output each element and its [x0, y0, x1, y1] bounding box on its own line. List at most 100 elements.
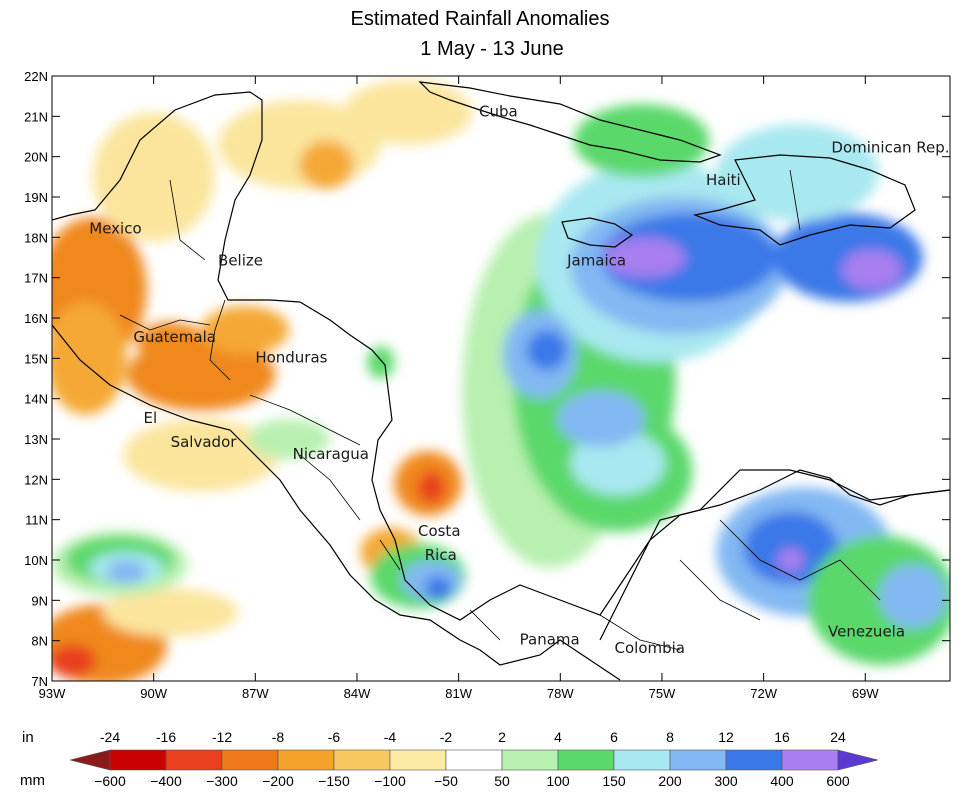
lat-tick-label-5: 17N	[24, 271, 48, 286]
legend-in-label-1: -16	[156, 729, 176, 745]
lat-tick-label-6: 16N	[24, 311, 48, 326]
legend-mm-label-3: −200	[262, 773, 294, 789]
place-label-14: Colombia	[615, 639, 686, 657]
legend-mm-label-7: 50	[494, 773, 510, 789]
anomaly-field-25	[526, 330, 568, 371]
legend-swatch-1	[109, 749, 167, 771]
anomaly-field-4	[201, 305, 290, 355]
country-borders	[119, 169, 881, 651]
lon-tick-label-1: 90W	[140, 686, 167, 701]
legend-swatch-12	[725, 749, 783, 771]
lat-tick-label-12: 10N	[24, 553, 48, 568]
color-legend: -24−600-16−400-12−300-8−200-6−150-4−100-…	[20, 729, 879, 789]
place-label-12: Rica	[425, 546, 457, 564]
place-label-10: Nicaragua	[293, 445, 369, 463]
lat-tick-label-13: 9N	[31, 593, 48, 608]
legend-mm-label-4: −150	[318, 773, 350, 789]
south-america-coastline	[599, 469, 950, 641]
legend-swatch-0	[69, 749, 111, 771]
place-label-2: Haiti	[706, 171, 741, 189]
lat-tick-label-1: 21N	[24, 109, 48, 124]
anomaly-field-43	[248, 418, 330, 460]
place-label-6: Guatemala	[133, 328, 216, 346]
legend-swatch-4	[277, 749, 335, 771]
legend-swatch-5	[333, 749, 391, 771]
map-frame	[51, 75, 951, 682]
legend-in-label-3: -8	[272, 729, 285, 745]
legend-swatch-3	[221, 749, 279, 771]
place-labels: Cuba Dominican Rep. Haiti Mexico Belize Jamai…	[89, 102, 949, 656]
legend-in-label-4: -6	[328, 729, 341, 745]
anomaly-field-layer	[52, 80, 950, 681]
anomaly-field-34	[570, 430, 666, 496]
legend-mm-label-8: 100	[546, 773, 570, 789]
lat-tick-label-2: 20N	[24, 150, 48, 165]
lat-tick-label-0: 22N	[24, 69, 48, 84]
anomaly-field-38	[424, 576, 452, 601]
lon-tick-label-6: 75W	[649, 686, 676, 701]
lat-tick-label-7: 15N	[24, 351, 48, 366]
anomaly-field-42	[106, 560, 147, 585]
anomaly-field-12	[52, 644, 97, 677]
place-label-13: Panama	[520, 631, 580, 649]
anomaly-field-7	[343, 80, 473, 145]
coastline-layer	[52, 81, 950, 681]
legend-in-label-10: 8	[666, 729, 674, 745]
legend-in-label-6: -2	[440, 729, 453, 745]
lat-tick-label-3: 19N	[24, 190, 48, 205]
legend-swatch-7	[445, 749, 503, 771]
place-label-3: Mexico	[89, 219, 141, 237]
place-label-7: Honduras	[255, 348, 327, 366]
anomaly-field-8	[299, 140, 354, 189]
legend-in-label-0: -24	[100, 729, 120, 745]
anomaly-field-35	[556, 390, 646, 448]
lat-tick-label-15: 7N	[31, 674, 48, 689]
lon-tick-label-5: 78W	[547, 686, 574, 701]
anomaly-field-2	[92, 112, 215, 242]
legend-in-label-12: 16	[774, 729, 790, 745]
legend-mm-label-10: 200	[658, 773, 682, 789]
legend-mm-label-9: 150	[602, 773, 626, 789]
jamaica-coastline	[561, 217, 634, 248]
legend-in-label-7: 2	[498, 729, 506, 745]
pacific-coastline	[52, 324, 621, 681]
anomaly-field-14	[123, 418, 280, 492]
legend-mm-label-5: −100	[374, 773, 406, 789]
place-label-4: Belize	[218, 252, 263, 270]
legend-mm-label-12: 400	[770, 773, 794, 789]
longitude-axis: 93W 90W 87W 84W 81W 78W 75W 72W 69W	[39, 76, 879, 701]
anomaly-field-23	[841, 249, 903, 290]
hispaniola-coastline	[692, 154, 916, 246]
anomaly-field-5	[136, 322, 205, 363]
lat-tick-label-8: 14N	[24, 392, 48, 407]
anomaly-field-32	[878, 564, 947, 629]
legend-mm-label-11: 300	[714, 773, 738, 789]
legend-swatch-10	[613, 749, 671, 771]
legend-in-label-5: -4	[384, 729, 397, 745]
anomaly-field-20	[600, 213, 778, 302]
legend-mm-label-13: 600	[826, 773, 850, 789]
place-label-11: Costa	[418, 522, 461, 540]
lat-tick-label-14: 8N	[31, 634, 48, 649]
place-label-9: Salvador	[171, 433, 238, 451]
anomaly-field-30	[777, 547, 805, 573]
lat-tick-label-9: 13N	[24, 432, 48, 447]
anomaly-field-15	[102, 588, 239, 637]
legend-unit-in: in	[22, 729, 34, 746]
legend-swatch-13	[781, 749, 839, 771]
chart-title: Estimated Rainfall Anomalies	[350, 8, 610, 30]
cuba-coastline	[418, 81, 722, 163]
lon-tick-label-4: 81W	[445, 686, 472, 701]
lon-tick-label-0: 93W	[39, 686, 66, 701]
latitude-axis: 22N 21N 20N 19N 18N 17N 16N 15N 14N 13N 12N 11N 10N 9…	[24, 69, 950, 689]
anomaly-field-10	[417, 471, 446, 504]
anomaly-field-26	[573, 104, 710, 177]
legend-in-label-11: 12	[718, 729, 734, 745]
place-label-1: Dominican Rep.	[831, 139, 949, 157]
anomaly-field-27	[716, 124, 879, 222]
legend-unit-mm: mm	[20, 772, 45, 789]
lat-tick-label-4: 18N	[24, 230, 48, 245]
legend-mm-label-6: −50	[434, 773, 458, 789]
central-america-coastline	[52, 91, 950, 621]
anomaly-field-44	[367, 346, 395, 379]
